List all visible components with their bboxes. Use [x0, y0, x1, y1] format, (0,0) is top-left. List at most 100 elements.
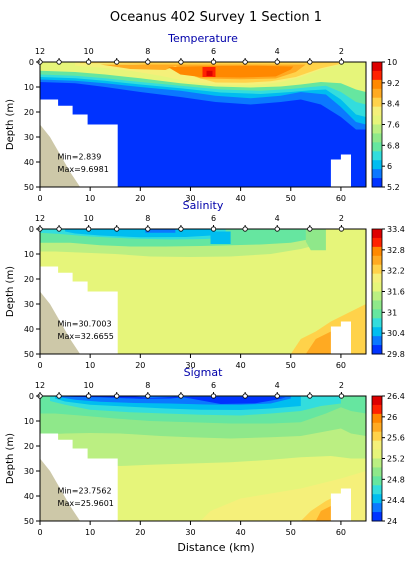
colorbar-swatch [372, 503, 382, 513]
x-tick-label: 0 [37, 194, 42, 203]
colorbar-swatch [372, 336, 382, 346]
contour-band-11 [206, 70, 213, 76]
y-tick-label: 10 [24, 250, 34, 259]
min-annotation: Min=30.7003 [58, 320, 112, 329]
colorbar-swatch [372, 169, 382, 179]
station-label: 10 [84, 214, 94, 223]
colorbar-swatch [372, 124, 382, 134]
colorbar-swatch [372, 178, 382, 188]
station-marker [242, 59, 248, 65]
contour-band-9 [167, 65, 294, 78]
station-label: 6 [211, 214, 216, 223]
station-label: 4 [275, 47, 280, 56]
station-marker [56, 393, 62, 399]
colorbar-label: 32.2 [387, 267, 405, 276]
colorbar-swatch [372, 485, 382, 495]
plot-frame [39, 61, 367, 188]
x-tick-label: 40 [236, 361, 246, 370]
x-tick-label: 20 [135, 194, 145, 203]
min-annotation: Min=23.7562 [58, 487, 112, 496]
y-tick-label: 40 [24, 325, 34, 334]
station-marker [86, 59, 92, 65]
x-tick-label: 30 [185, 194, 195, 203]
x-tick-label: 20 [135, 528, 145, 537]
station-label: 8 [145, 381, 150, 390]
colorbar-swatch [372, 476, 382, 486]
colorbar-label: 8.4 [387, 100, 400, 109]
x-tick-label: 10 [85, 194, 95, 203]
station-marker [274, 226, 280, 232]
colorbar-label: 24.8 [387, 475, 405, 484]
station-marker [178, 393, 184, 399]
colorbar-swatch [372, 237, 382, 248]
station-label: 2 [339, 47, 344, 56]
colorbar-label: 29.8 [387, 350, 405, 359]
contour-band-7 [65, 396, 286, 404]
x-tick-label: 60 [336, 361, 346, 370]
colorbar-swatch [372, 255, 382, 266]
plot-frame [39, 395, 367, 522]
station-label: 4 [275, 381, 280, 390]
station-marker [274, 59, 280, 65]
colorbar-label: 6.8 [387, 141, 400, 150]
station-label: 12 [35, 381, 45, 390]
contour-band-7 [145, 229, 176, 233]
station-label: 4 [275, 214, 280, 223]
colorbar-swatch [372, 160, 382, 170]
colorbar-swatch [372, 318, 382, 328]
colorbar-swatch [372, 458, 382, 468]
x-tick-label: 50 [286, 194, 296, 203]
y-tick-label: 10 [24, 417, 34, 426]
station-marker [114, 393, 120, 399]
station-marker [210, 59, 217, 65]
colorbar-swatch [372, 62, 382, 72]
contour-band-5 [65, 229, 216, 238]
contour-band-0 [40, 229, 366, 354]
x-tick-label: 20 [135, 361, 145, 370]
colorbar-swatch [372, 345, 382, 355]
station-marker [86, 226, 92, 232]
no-data-region-right [330, 321, 351, 354]
y-axis-label: Depth (m) [5, 99, 16, 150]
y-tick-label: 0 [29, 58, 34, 67]
station-label: 6 [211, 47, 216, 56]
station-marker [145, 393, 151, 399]
min-annotation: Min=2.839 [58, 153, 102, 162]
station-marker [274, 393, 280, 399]
station-label: 2 [339, 381, 344, 390]
seabed-terrain [40, 458, 81, 521]
station-marker [145, 226, 151, 232]
y-tick-label: 50 [24, 350, 34, 359]
station-marker [210, 393, 217, 399]
x-tick-label: 10 [85, 361, 95, 370]
colorbar-label: 7.6 [387, 121, 400, 130]
station-label: 12 [35, 47, 45, 56]
colorbar-label: 6 [387, 162, 392, 171]
contour-band-6 [210, 231, 231, 244]
colorbar-swatch [372, 88, 382, 99]
colorbar-label: 24.4 [387, 496, 405, 505]
panel-title: Temperature [167, 32, 238, 45]
no-data-region-right [330, 154, 351, 187]
station-marker [145, 59, 151, 65]
colorbar-label: 33.4 [387, 225, 405, 234]
y-axis-label: Depth (m) [5, 266, 16, 317]
y-tick-label: 0 [29, 392, 34, 401]
colorbar-swatch [372, 133, 382, 143]
no-data-region-right [330, 488, 351, 521]
colorbar-swatch [372, 467, 382, 477]
station-marker [242, 393, 248, 399]
colorbar-label: 25.2 [387, 455, 405, 464]
station-marker [86, 393, 92, 399]
station-marker [114, 226, 120, 232]
station-marker [56, 59, 62, 65]
colorbar-label: 26 [387, 413, 397, 422]
x-tick-label: 0 [37, 528, 42, 537]
colorbar-label: 5.2 [387, 183, 400, 192]
colorbar-label: 32.8 [387, 246, 405, 255]
colorbar-swatch [372, 246, 382, 257]
colorbar-swatch [372, 151, 382, 161]
station-label: 10 [84, 47, 94, 56]
y-tick-label: 30 [24, 300, 34, 309]
